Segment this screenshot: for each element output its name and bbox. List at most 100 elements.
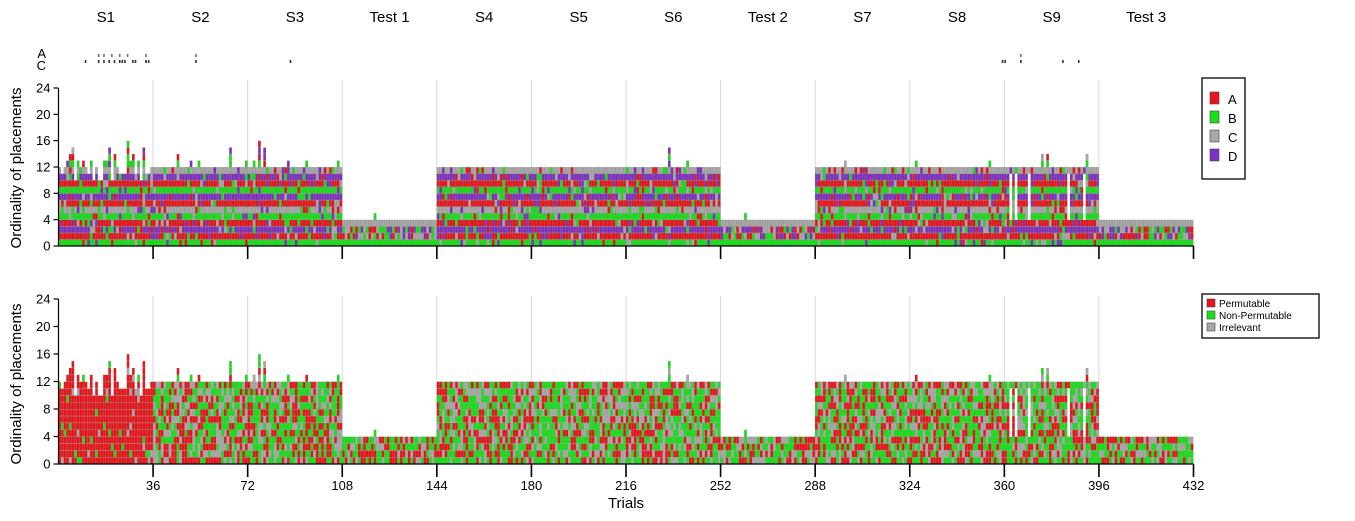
raster-cell — [273, 239, 277, 247]
raster-cell — [507, 213, 511, 220]
raster-cell — [1025, 167, 1028, 174]
raster-cell — [439, 173, 443, 181]
raster-cell — [447, 233, 450, 240]
raster-cell — [928, 193, 931, 200]
raster-cell — [326, 213, 330, 220]
raster-cell — [126, 160, 130, 168]
raster-cell — [108, 450, 111, 458]
raster-cell — [184, 167, 188, 174]
raster-cell — [752, 226, 755, 233]
raster-cell — [265, 186, 269, 194]
raster-cell — [896, 233, 900, 240]
raster-cell — [415, 226, 419, 233]
raster-cell — [683, 219, 687, 227]
raster-cell — [562, 193, 566, 200]
raster-cell — [883, 233, 887, 240]
raster-cell — [565, 186, 569, 194]
session-label: S5 — [570, 9, 588, 26]
raster-cell — [607, 180, 611, 187]
raster-cell — [541, 226, 545, 233]
raster-cell — [1175, 219, 1178, 227]
raster-cell — [63, 226, 67, 233]
raster-cell — [862, 239, 866, 247]
raster-cell — [284, 219, 288, 227]
raster-cell — [250, 186, 253, 194]
raster-cell — [363, 239, 366, 247]
raster-cell — [1135, 239, 1139, 247]
raster-cell — [113, 180, 117, 187]
raster-cell — [76, 173, 80, 181]
raster-cell — [166, 457, 169, 465]
raster-cell — [497, 233, 500, 240]
raster-cell — [252, 226, 256, 233]
raster-cell — [610, 200, 613, 207]
raster-cell — [1006, 173, 1010, 181]
raster-cell — [497, 206, 500, 214]
raster-cell — [118, 436, 122, 444]
raster-cell — [1132, 226, 1136, 233]
raster-cell — [578, 239, 582, 247]
raster-cell — [478, 193, 482, 200]
raster-cell — [744, 213, 747, 220]
raster-cell — [271, 213, 274, 220]
raster-cell — [302, 167, 306, 174]
raster-cell — [97, 206, 101, 214]
raster-cell — [205, 206, 209, 214]
raster-cell — [1001, 233, 1005, 240]
raster-cell — [825, 193, 829, 200]
raster-cell — [515, 180, 519, 187]
raster-cell — [234, 219, 238, 227]
raster-cell — [279, 186, 282, 194]
raster-cell — [1006, 180, 1010, 187]
raster-cell — [68, 381, 72, 389]
raster-cell — [92, 443, 96, 451]
raster-cell — [213, 213, 217, 220]
raster-cell — [63, 457, 67, 465]
raster-cell — [179, 193, 182, 200]
raster-cell — [715, 206, 718, 214]
raster-cell — [355, 239, 358, 247]
raster-cell — [439, 213, 443, 220]
raster-cell — [536, 186, 540, 194]
raster-cell — [76, 219, 80, 227]
raster-cell — [465, 167, 469, 174]
raster-cell — [822, 219, 826, 227]
raster-cell — [247, 180, 251, 187]
raster-cell — [899, 193, 902, 200]
raster-cell — [791, 219, 795, 227]
raster-cell — [849, 206, 852, 214]
raster-cell — [132, 443, 135, 451]
raster-cell — [988, 206, 992, 214]
raster-cell — [767, 239, 771, 247]
raster-cell — [153, 429, 156, 437]
raster-cell — [1161, 219, 1165, 227]
raster-cell — [938, 233, 942, 240]
raster-cell — [202, 173, 206, 181]
raster-cell — [922, 206, 926, 214]
raster-cell — [229, 180, 232, 187]
raster-cell — [118, 402, 122, 410]
raster-cell — [66, 416, 69, 423]
raster-cell — [562, 173, 566, 181]
raster-cell — [628, 186, 632, 194]
raster-cell — [983, 193, 986, 200]
raster-cell — [875, 186, 879, 194]
raster-cell — [84, 226, 88, 233]
raster-cell — [636, 200, 640, 207]
raster-cell — [255, 239, 259, 247]
raster-cell — [1098, 239, 1102, 247]
raster-cell — [699, 186, 703, 194]
raster-cell — [581, 219, 584, 227]
raster-cell — [935, 233, 939, 240]
raster-cell — [967, 213, 971, 220]
raster-cell — [557, 219, 561, 227]
raster-cell — [1033, 167, 1036, 174]
raster-cell — [239, 213, 243, 220]
raster-cell — [623, 193, 626, 200]
raster-cell — [292, 219, 295, 227]
raster-cell — [263, 200, 266, 207]
raster-cell — [505, 167, 508, 174]
raster-cell — [195, 193, 198, 200]
raster-cell — [139, 219, 143, 227]
raster-cell — [268, 186, 272, 194]
